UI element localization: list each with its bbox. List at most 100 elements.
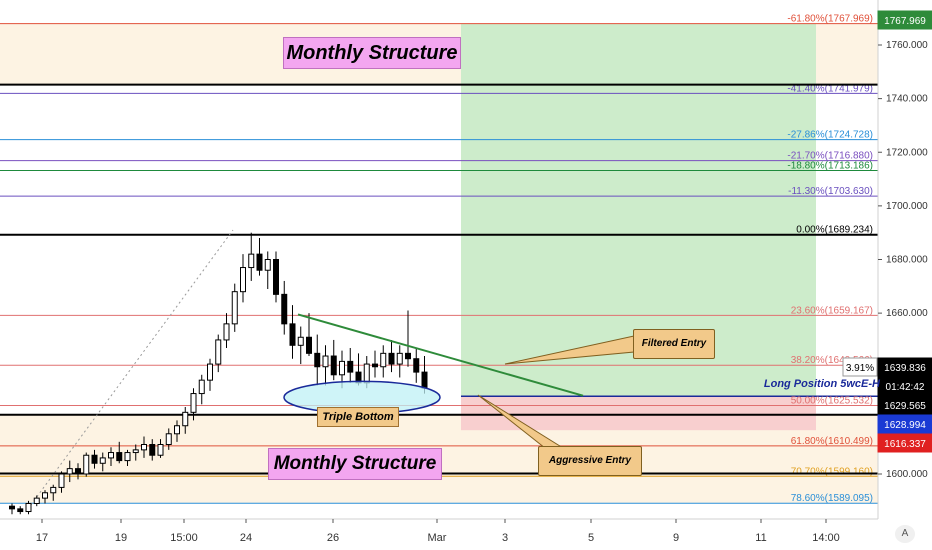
candle-down [347, 360, 354, 373]
price-axis: 1600.0001620.0001640.0001660.0001680.000… [842, 0, 932, 550]
candle-up [322, 355, 329, 368]
candle-up [248, 253, 255, 269]
fib-label: 70.70%(1599.160) [791, 466, 873, 477]
candle-down [289, 323, 296, 346]
candle-down [314, 352, 321, 368]
time-tick-label: 3 [502, 532, 508, 544]
candle-up [42, 492, 48, 499]
candle-down [91, 454, 98, 464]
candle-down [17, 508, 24, 513]
price-badge [877, 376, 932, 396]
descending-trendline [297, 313, 584, 397]
candle-down [273, 259, 279, 295]
candle-up [66, 468, 73, 475]
time-tick-label: 15:00 [170, 532, 198, 544]
candle-up [83, 454, 90, 475]
fib-label: 23.60%(1659.167) [791, 305, 873, 316]
fib-label: 0.00%(1689.234) [796, 225, 873, 236]
candle-up [363, 363, 370, 384]
candle-up [33, 497, 40, 504]
price-badge-label: 1639.836 [884, 363, 926, 374]
fib-label: -27.86%(1724.728) [787, 130, 873, 141]
time-tick-label: 11 [755, 532, 766, 544]
price-tick-label: 1660.000 [886, 308, 928, 319]
candle-up [99, 457, 106, 464]
price-badge [877, 395, 932, 415]
price-tick-label: 1700.000 [886, 201, 928, 212]
candle-down [116, 452, 123, 462]
price-axis-bg [878, 0, 932, 550]
filtered-entry-callout[interactable]: Filtered Entry [633, 329, 715, 359]
candle-down [421, 371, 428, 389]
candle-down [413, 358, 420, 373]
time-tick-label: Mar [428, 532, 447, 544]
price-tick-label: 1720.000 [886, 147, 928, 158]
candle-down [306, 336, 312, 354]
triple-bottom-label[interactable]: Triple Bottom [317, 407, 399, 427]
aggressive-entry-callout[interactable]: Aggressive Entry [538, 446, 642, 476]
auto-scale-button[interactable]: A [895, 525, 915, 543]
fib-label: 50.00%(1625.532) [791, 396, 873, 407]
price-badge-label: 1629.565 [884, 401, 926, 412]
time-tick-label: 14:00 [812, 532, 840, 544]
candle-up [182, 411, 189, 427]
fib-label: 38.20%(1640.566) [791, 355, 873, 366]
candle-up [223, 323, 230, 341]
candle-up [190, 393, 197, 413]
candle-up [25, 502, 32, 513]
fib-label: -11.30%(1703.630) [788, 186, 873, 197]
candle-up [132, 449, 139, 454]
candle-up [240, 267, 246, 293]
fib-label: 61.80%(1610.499) [791, 436, 873, 447]
candle-up [231, 291, 238, 325]
candle-up [141, 444, 147, 451]
fib-levels: -61.80%(1767.969) -41.40%(1741.979) -27.86… [0, 14, 878, 504]
time-axis: 17 19 15:00 24 26 Mar 3 5 9 11 14:00 [0, 518, 878, 544]
price-badge [842, 357, 878, 377]
candle-up [124, 452, 131, 462]
candle-down [149, 444, 156, 456]
candle-up [165, 433, 172, 446]
candle-down [372, 363, 378, 368]
price-tick-label: 1760.000 [886, 40, 928, 51]
time-tick-label: 24 [240, 532, 252, 544]
time-tick-label: 5 [588, 532, 594, 544]
price-badge-label: 3.91% [846, 363, 874, 374]
monthly-structure-top-label[interactable]: Monthly Structure [283, 37, 461, 69]
price-tick-label: 1680.000 [886, 255, 928, 266]
candle-up [380, 352, 387, 368]
candle-up [339, 360, 345, 376]
candle-down [405, 352, 411, 360]
time-tick-label: 9 [673, 532, 679, 544]
long-position-label[interactable]: Long Position 5wcE-H [763, 378, 880, 390]
monthly-structure-bottom-label[interactable]: Monthly Structure [268, 448, 442, 480]
candle-up [198, 379, 205, 395]
candle-up [207, 363, 213, 381]
candle-up [297, 336, 304, 346]
price-tick-label: 1600.000 [886, 469, 928, 480]
candle-down [75, 468, 81, 475]
price-badge-label: 1767.969 [884, 16, 926, 27]
fib-label: 78.60%(1589.095) [791, 493, 873, 504]
time-tick-label: 26 [327, 532, 339, 544]
long-position-loss-zone [461, 396, 816, 431]
price-badge-label: 1616.337 [884, 439, 926, 450]
candle-down [9, 505, 15, 510]
candle-up [215, 339, 222, 365]
price-badge [877, 10, 932, 30]
candle-up [174, 425, 180, 435]
candle-down [281, 293, 288, 325]
candle-up [157, 444, 164, 456]
time-tick-label: 19 [115, 532, 127, 544]
price-badge [877, 433, 932, 453]
fib-label: -61.80%(1767.969) [787, 14, 873, 25]
price-badge [877, 414, 932, 434]
candle-down [330, 355, 337, 376]
price-badge [877, 357, 932, 377]
fib-label: -41.40%(1741.979) [787, 83, 873, 94]
price-badge-label: 01:42:42 [886, 382, 925, 393]
candle-down [388, 352, 395, 365]
price-tick-label: 1740.000 [886, 94, 928, 105]
